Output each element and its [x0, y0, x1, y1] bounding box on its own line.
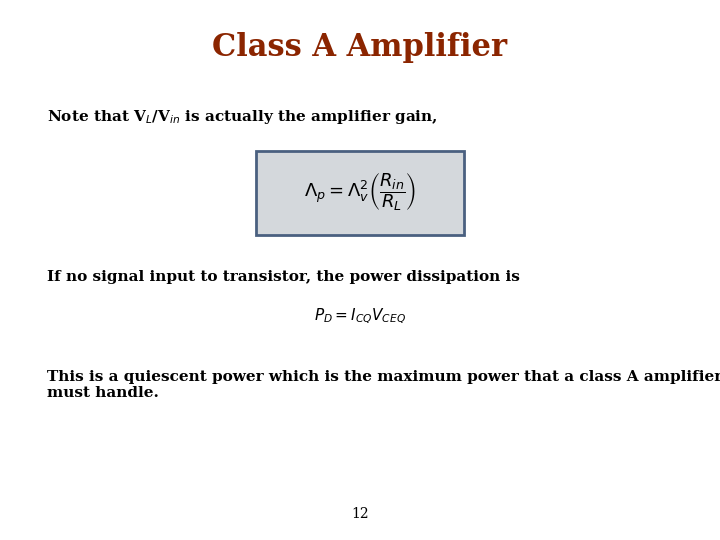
- Text: Note that V$_L$/V$_{in}$ is actually the amplifier gain,: Note that V$_L$/V$_{in}$ is actually the…: [47, 108, 438, 126]
- Text: $\Lambda_p = \Lambda_v^2 \left(\dfrac{R_{in}}{R_L}\right)$: $\Lambda_p = \Lambda_v^2 \left(\dfrac{R_…: [304, 171, 416, 213]
- Text: This is a quiescent power which is the maximum power that a class A amplifier
mu: This is a quiescent power which is the m…: [47, 370, 720, 400]
- FancyBboxPatch shape: [256, 151, 464, 235]
- Text: If no signal input to transistor, the power dissipation is: If no signal input to transistor, the po…: [47, 270, 520, 284]
- Text: 12: 12: [351, 507, 369, 521]
- Text: Class A Amplifier: Class A Amplifier: [212, 32, 508, 63]
- Text: $P_D = I_{CQ} V_{CEQ}$: $P_D = I_{CQ} V_{CEQ}$: [314, 306, 406, 326]
